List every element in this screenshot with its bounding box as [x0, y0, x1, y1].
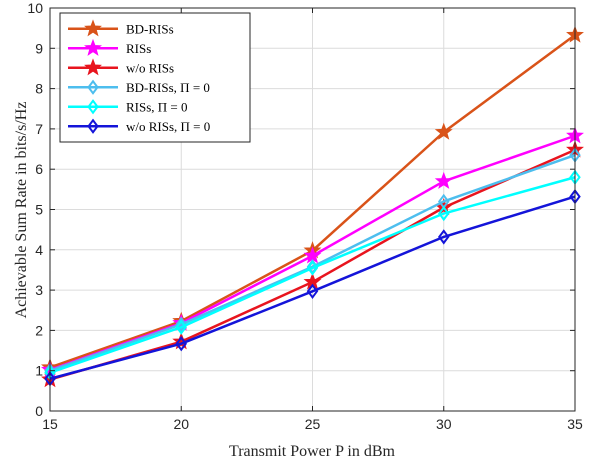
y-tick-label: 7 [35, 121, 43, 137]
legend-marker [84, 19, 102, 37]
data-point [306, 260, 319, 276]
y-tick-label: 6 [35, 161, 43, 177]
legend-label: w/o RISs [126, 60, 174, 75]
legend-label: RISs, Π = 0 [126, 99, 188, 114]
data-point [172, 332, 191, 350]
legend-item: w/o RISs, Π = 0 [68, 118, 210, 134]
y-tick-label: 10 [27, 0, 43, 16]
y-tick-label: 1 [35, 363, 43, 379]
data-point [434, 122, 453, 140]
data-point [438, 205, 450, 222]
x-tick-label: 20 [173, 416, 189, 432]
y-tick-label: 5 [35, 202, 43, 218]
legend-marker [84, 38, 102, 56]
y-tick-label: 0 [35, 403, 43, 419]
x-tick-label: 30 [436, 416, 452, 432]
legend-marker [87, 118, 99, 134]
y-tick-label: 2 [35, 322, 43, 338]
x-tick-label: 35 [567, 416, 583, 432]
legend-marker [84, 58, 102, 76]
legend-item: RISs, Π = 0 [68, 99, 188, 115]
y-tick-label: 8 [35, 81, 43, 97]
y-tick-label: 3 [35, 282, 43, 298]
x-axis-label: Transmit Power P in dBm [229, 443, 396, 460]
data-point [438, 229, 450, 245]
y-tick-label: 4 [35, 242, 43, 258]
legend-item: w/o RISs [68, 58, 174, 76]
series-line [49, 195, 576, 380]
legend-item: BD-RISs [68, 19, 174, 37]
y-tick-label: 9 [35, 40, 43, 56]
data-point [175, 319, 187, 335]
x-tick-label: 15 [42, 416, 58, 432]
legend: BD-RISs RISs w/o RISs BD-RISs, Π = 0 RISs, Π… [59, 12, 251, 143]
data-point [434, 171, 453, 189]
x-tick-label: 25 [305, 416, 321, 432]
legend-label: w/o RISs, Π = 0 [126, 119, 210, 134]
legend-label: BD-RISs [126, 21, 174, 36]
legend-marker [87, 79, 99, 95]
legend-marker [87, 99, 99, 115]
legend-item: RISs [68, 38, 151, 56]
data-point [175, 316, 187, 333]
series-layer [41, 25, 584, 388]
ticks: 15 20 25 30 35 0 1 2 3 4 5 6 7 8 9 10 [27, 0, 583, 432]
legend-label: BD-RISs, Π = 0 [126, 80, 210, 95]
data-point [175, 336, 187, 352]
legend-item: BD-RISs, Π = 0 [68, 79, 210, 95]
y-axis-label: Achievable Sum Rate in bits/s/Hz [13, 102, 30, 319]
legend-label: RISs [126, 41, 151, 56]
data-point [306, 283, 319, 299]
series-line [49, 176, 576, 374]
